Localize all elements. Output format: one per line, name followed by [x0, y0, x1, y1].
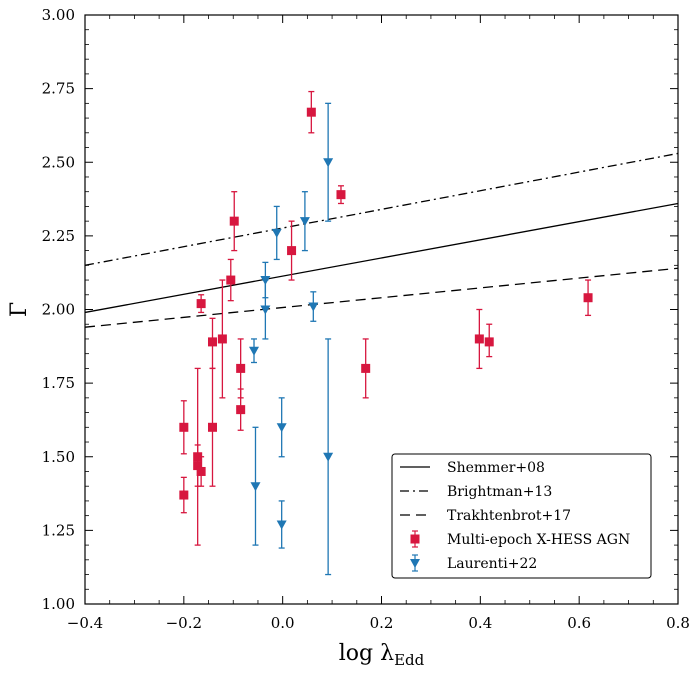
square-marker — [306, 107, 316, 117]
xhess-point — [196, 456, 206, 487]
y-tick-label: 1.75 — [42, 374, 75, 392]
legend-label: Multi-epoch X-HESS AGN — [447, 532, 630, 548]
x-tick-label: 0.8 — [666, 614, 690, 632]
triangle-down-marker — [276, 423, 287, 433]
triangle-down-marker — [323, 452, 334, 462]
xhess-point — [217, 279, 227, 399]
square-marker — [217, 334, 227, 344]
legend: Shemmer+08 Brightman+13 Trakhtenbrot+17 Mul… — [391, 453, 652, 579]
x-tick-label: −0.2 — [166, 614, 202, 632]
x-tick-label: −0.4 — [67, 614, 103, 632]
x-tick-label: 0.2 — [370, 614, 394, 632]
legend-label: Brightman+13 — [447, 484, 552, 500]
xhess-point — [179, 476, 189, 514]
legend-square-marker — [410, 534, 420, 544]
triangle-down-marker — [308, 302, 319, 312]
triangle-down-marker — [250, 482, 261, 492]
legend-entry: Shemmer+08 — [400, 460, 545, 476]
x-axis-label-main: log λ — [339, 641, 394, 666]
square-marker — [229, 216, 239, 226]
y-tick-label: 1.00 — [42, 595, 75, 613]
square-marker — [583, 293, 593, 303]
triangle-down-marker — [276, 520, 287, 530]
xhess-point — [193, 444, 203, 487]
y-tick-label: 1.25 — [42, 521, 75, 539]
laurenti-point — [323, 338, 334, 576]
y-tick-label: 2.00 — [42, 301, 75, 319]
relation-lines — [84, 152, 679, 328]
x-tick-label: 0.6 — [567, 614, 591, 632]
x-axis-label-sub: Edd — [394, 651, 425, 669]
triangle-down-marker — [299, 217, 310, 227]
xhess-point — [361, 338, 371, 399]
square-marker — [196, 299, 206, 309]
laurenti-point — [276, 500, 287, 549]
xhess-point — [484, 323, 494, 358]
xhess-point — [226, 258, 236, 302]
square-marker — [484, 337, 494, 347]
line-shemmer-08 — [84, 202, 679, 314]
legend-triangle-marker — [410, 559, 420, 568]
triangle-down-marker — [249, 346, 260, 356]
y-tick-label: 2.25 — [42, 227, 75, 245]
square-marker — [179, 490, 189, 500]
xhess-point — [336, 185, 346, 205]
xhess-point — [229, 191, 239, 252]
square-marker — [226, 275, 236, 285]
square-marker — [287, 246, 297, 256]
line-brightman-13 — [84, 152, 679, 266]
xhess-point — [196, 294, 206, 314]
legend-entry: Laurenti+22 — [410, 554, 537, 572]
square-marker — [196, 466, 206, 476]
legend-entry: Trakhtenbrot+17 — [400, 508, 571, 524]
data-points — [179, 90, 593, 576]
legend-label: Trakhtenbrot+17 — [447, 508, 571, 524]
square-marker — [179, 422, 189, 432]
square-marker — [207, 422, 217, 432]
x-axis-label: log λEdd — [339, 641, 425, 669]
square-marker — [207, 337, 217, 347]
square-marker — [361, 363, 371, 373]
y-tick-label: 2.50 — [42, 153, 75, 171]
y-tick-label: 1.50 — [42, 448, 75, 466]
square-marker — [193, 461, 203, 471]
legend-box — [391, 453, 652, 579]
xhess-point — [474, 308, 484, 370]
square-marker — [474, 334, 484, 344]
xhess-point — [179, 400, 189, 455]
xhess-point — [306, 90, 316, 134]
xhess-point — [583, 279, 593, 317]
legend-entry: Multi-epoch X-HESS AGN — [410, 530, 630, 548]
line-trakhtenbrot-17 — [84, 267, 679, 328]
xhess-point — [236, 388, 246, 431]
laurenti-point — [308, 291, 319, 322]
triangle-down-marker — [260, 305, 271, 315]
square-marker — [236, 363, 246, 373]
legend-entry: Brightman+13 — [400, 484, 552, 500]
x-tick-label: 0.4 — [468, 614, 492, 632]
y-tick-label: 3.00 — [42, 6, 75, 24]
laurenti-point — [250, 426, 261, 546]
y-axis-label: Γ — [7, 302, 32, 317]
square-marker — [236, 405, 246, 415]
legend-label: Laurenti+22 — [447, 556, 537, 572]
laurenti-point — [323, 102, 334, 222]
plot-frame — [84, 14, 679, 605]
xhess-point — [287, 220, 297, 281]
x-tick-label: 0.0 — [271, 614, 295, 632]
xhess-point — [207, 367, 217, 487]
square-marker — [336, 190, 346, 200]
laurenti-point — [260, 279, 271, 340]
triangle-down-marker — [323, 158, 334, 168]
laurenti-point — [276, 397, 287, 458]
laurenti-point — [299, 191, 310, 252]
triangle-down-marker — [271, 228, 282, 238]
y-tick-label: 2.75 — [42, 80, 75, 98]
tick-labels: −0.4 −0.2 0.0 0.2 0.4 0.6 0.8 1.00 1.25 1.50 1.75 2… — [42, 6, 690, 632]
laurenti-point — [271, 205, 282, 261]
xhess-point — [207, 317, 217, 370]
laurenti-point — [249, 338, 260, 364]
legend-label: Shemmer+08 — [447, 460, 545, 476]
